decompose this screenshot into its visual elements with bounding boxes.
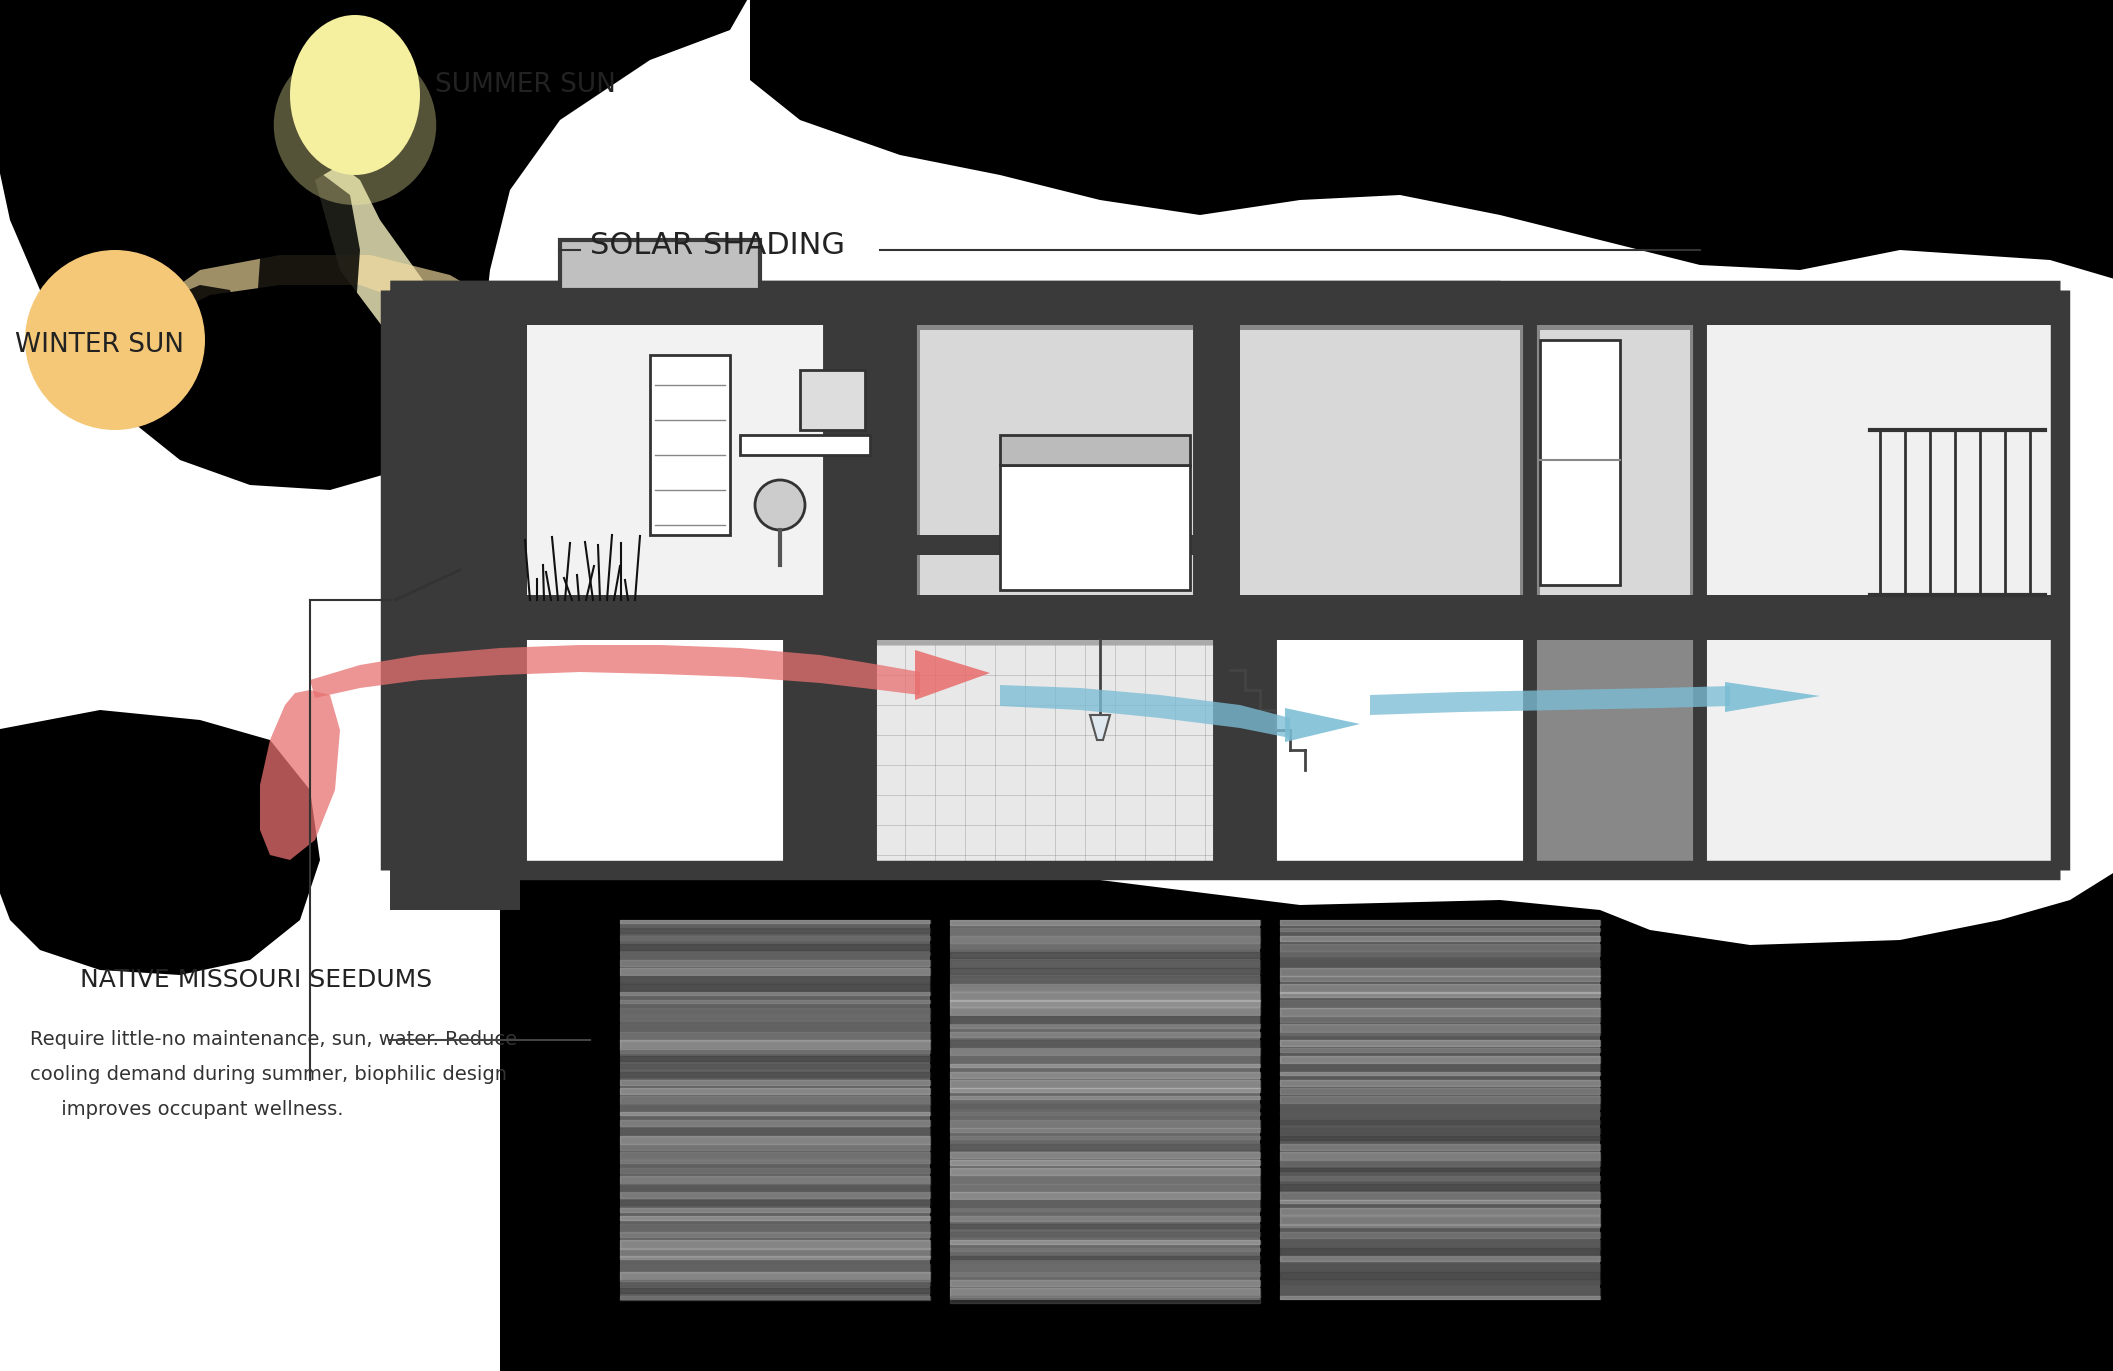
Polygon shape [256,165,359,455]
Polygon shape [1219,640,1270,871]
Polygon shape [830,291,911,595]
Polygon shape [740,435,871,455]
Polygon shape [1200,291,1240,595]
Polygon shape [790,640,871,871]
Polygon shape [501,850,2113,1371]
Polygon shape [1530,291,1701,595]
Polygon shape [1540,340,1621,585]
Polygon shape [999,435,1190,465]
Polygon shape [391,291,520,595]
Polygon shape [1090,716,1109,740]
Polygon shape [520,291,830,595]
Circle shape [754,480,805,531]
Polygon shape [919,330,1519,595]
Text: WINTER SUN: WINTER SUN [15,332,184,358]
Polygon shape [315,165,571,531]
Text: NATIVE MISSOURI SEEDUMS: NATIVE MISSOURI SEEDUMS [80,968,433,993]
Polygon shape [391,640,790,871]
Polygon shape [651,355,729,535]
Polygon shape [1369,686,1731,716]
Polygon shape [391,291,520,910]
Polygon shape [560,240,761,291]
Polygon shape [139,285,241,446]
Text: SOLAR SHADING: SOLAR SHADING [590,230,845,259]
Polygon shape [311,644,919,698]
Polygon shape [260,690,340,860]
Polygon shape [1701,640,2060,871]
Polygon shape [1701,291,2060,595]
Circle shape [25,250,205,430]
Polygon shape [509,361,575,605]
Polygon shape [1530,640,1701,871]
Polygon shape [750,0,2113,280]
Text: SUMMER SUN: SUMMER SUN [435,73,615,97]
Polygon shape [951,920,1259,1300]
Polygon shape [391,291,2060,871]
Polygon shape [871,640,1219,871]
Polygon shape [619,920,930,1300]
Ellipse shape [275,45,435,206]
Polygon shape [915,650,991,701]
Polygon shape [999,686,1291,738]
Polygon shape [911,291,1530,595]
Polygon shape [1724,681,1819,712]
Polygon shape [391,291,2060,325]
Polygon shape [999,465,1190,590]
Ellipse shape [289,15,420,175]
Polygon shape [0,710,319,975]
Polygon shape [911,535,1200,555]
Text: Require little-no maintenance, sun, water. Reduce: Require little-no maintenance, sun, wate… [30,1030,518,1049]
Polygon shape [391,595,2060,640]
Polygon shape [1280,920,1600,1300]
Polygon shape [1270,640,1530,871]
Text: improves occupant wellness.: improves occupant wellness. [30,1100,344,1119]
Polygon shape [875,644,1215,865]
Polygon shape [1285,707,1361,742]
Polygon shape [0,0,750,489]
Polygon shape [1540,330,1690,595]
Text: cooling demand during summer, biophilic design: cooling demand during summer, biophilic … [30,1065,507,1084]
Polygon shape [165,255,571,535]
Polygon shape [801,370,864,430]
